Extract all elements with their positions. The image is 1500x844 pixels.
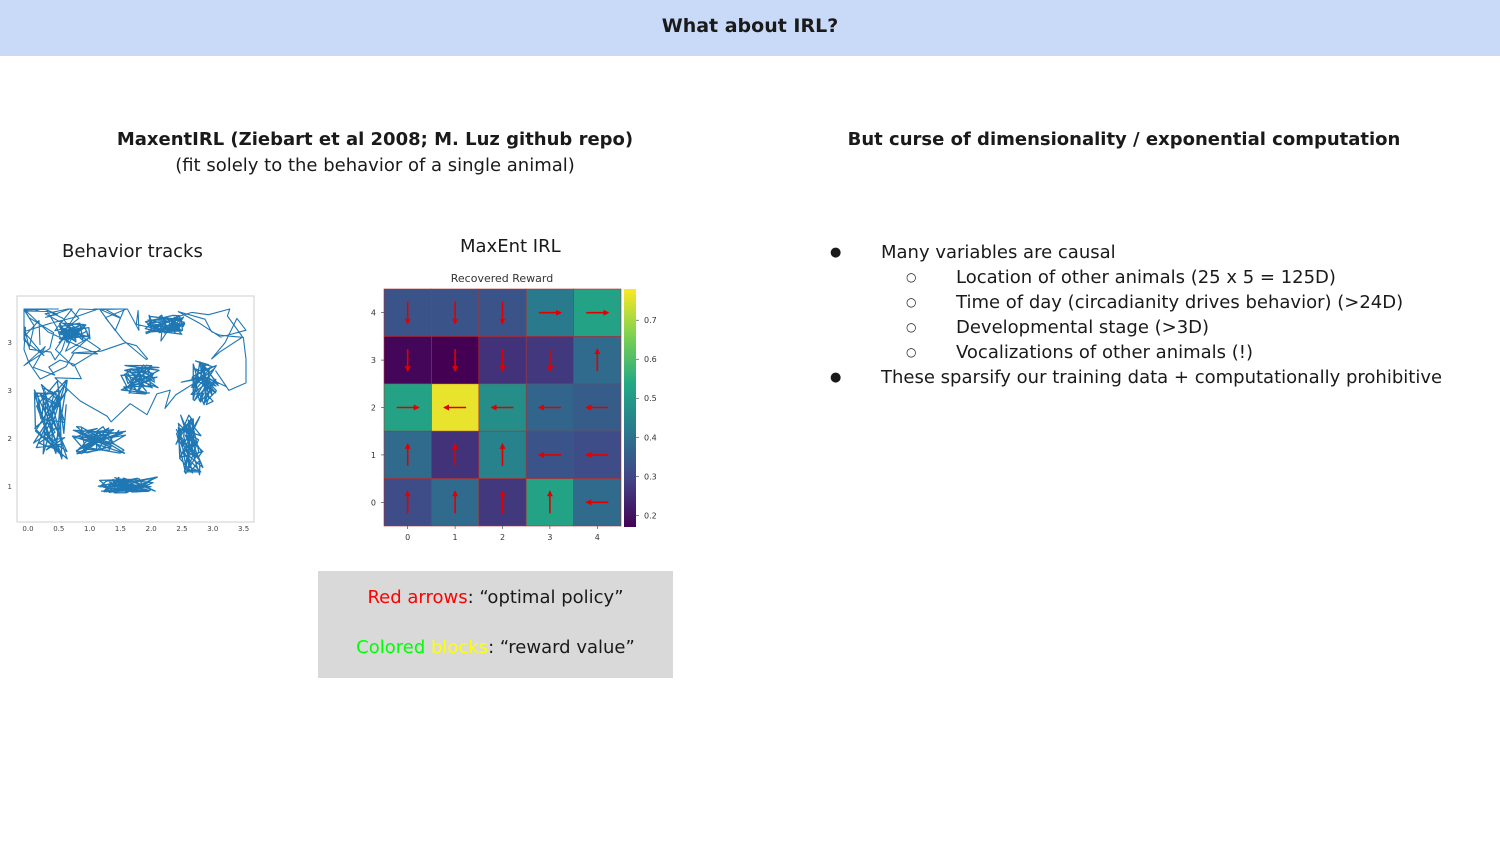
- colorbar-tick-label: 0.5: [644, 394, 657, 403]
- colorbar-tick-label: 0.6: [644, 355, 657, 364]
- track-cluster: [190, 360, 219, 406]
- legend-red-desc: : “optimal policy”: [467, 587, 624, 608]
- y-tick-label: 4: [371, 309, 376, 318]
- x-tick-label: 2.5: [176, 525, 187, 533]
- colorbar-tick-label: 0.4: [644, 433, 657, 442]
- right-title: But curse of dimensionality / exponentia…: [847, 129, 1401, 150]
- sub-bullet-item: Location of other animals (25 x 5 = 125D…: [820, 265, 1442, 290]
- y-tick-label: 1: [8, 483, 12, 491]
- y-tick-label: 3: [8, 387, 12, 395]
- y-tick-label: 3: [371, 356, 376, 365]
- bullet-list: Many variables are causal Location of ot…: [820, 240, 1442, 390]
- track-cluster: [32, 379, 69, 460]
- maxent-label: MaxEnt IRL: [460, 236, 561, 257]
- track-cluster: [97, 476, 158, 494]
- legend-green-desc: : “reward value”: [488, 637, 635, 658]
- sub-bullet-item: Vocalizations of other animals (!): [820, 340, 1442, 365]
- x-tick-label: 0.0: [22, 525, 33, 533]
- bullet-item: Many variables are causal: [820, 240, 1442, 265]
- heatmap-cell: [431, 336, 480, 385]
- legend-box: Red arrows: “optimal policy” Colored blo…: [318, 571, 673, 678]
- x-tick-label: 4: [595, 533, 600, 542]
- legend-red-label: Red arrows: [367, 587, 468, 608]
- x-tick-label: 0: [405, 533, 410, 542]
- tracks-y-ticks: 3 3 2 1: [8, 339, 12, 491]
- track-cluster: [175, 414, 204, 476]
- colorbar-tick-label: 0.3: [644, 472, 657, 481]
- x-tick-label: 0.5: [53, 525, 64, 533]
- legend-line-arrows: Red arrows: “optimal policy”: [318, 587, 673, 608]
- x-tick-label: 2.0: [146, 525, 157, 533]
- left-subtitle: (fit solely to the behavior of a single …: [175, 155, 575, 176]
- x-tick-label: 1: [453, 533, 458, 542]
- y-tick-label: 2: [371, 404, 376, 413]
- x-tick-label: 1.0: [84, 525, 95, 533]
- y-tick-label: 2: [8, 435, 12, 443]
- heatmap-cells: [383, 288, 622, 527]
- tracks-x-ticks: 0.0 0.5 1.0 1.5 2.0 2.5 3.0 3.5: [22, 525, 249, 533]
- x-tick-label: 3: [547, 533, 552, 542]
- heatmap-title: Recovered Reward: [451, 272, 553, 285]
- header-bar: What about IRL?: [0, 0, 1500, 56]
- x-tick-label: 2: [500, 533, 505, 542]
- heatmap-x-ticks: 0 1 2 3 4: [405, 526, 600, 542]
- colorbar-ticks: 0.7 0.6 0.5 0.4 0.3 0.2: [636, 316, 657, 520]
- legend-green-label: Colored: [356, 637, 426, 658]
- slide-title: What about IRL?: [661, 15, 839, 37]
- track-path: [23, 308, 247, 423]
- heatmap-arrows: [396, 301, 610, 514]
- sub-bullet-item: Time of day (circadianity drives behavio…: [820, 290, 1442, 315]
- colorbar: [624, 289, 636, 527]
- colorbar-tick-label: 0.7: [644, 316, 657, 325]
- colorbar-tick-label: 0.2: [644, 511, 657, 520]
- tracks-frame: [16, 295, 255, 523]
- tracks-label: Behavior tracks: [62, 241, 203, 262]
- tracks-paths: [23, 308, 247, 494]
- x-tick-label: 3.5: [238, 525, 249, 533]
- legend-yellow-label: blocks: [425, 637, 489, 658]
- heatmap-cell: [383, 478, 432, 527]
- y-tick-label: 1: [371, 451, 376, 460]
- y-tick-label: 0: [371, 498, 376, 507]
- x-tick-label: 3.0: [207, 525, 218, 533]
- behavior-tracks-plot: 0.0 0.5 1.0 1.5 2.0 2.5 3.0 3.5 3 3 2 1: [8, 295, 255, 533]
- bullet-item: These sparsify our training data + compu…: [820, 365, 1442, 390]
- track-cluster: [120, 364, 160, 395]
- y-tick-label: 3: [8, 339, 12, 347]
- heatmap-cell: [478, 383, 527, 432]
- sub-bullet-item: Developmental stage (>3D): [820, 315, 1442, 340]
- left-title: MaxentIRL (Ziebart et al 2008; M. Luz gi…: [116, 129, 634, 150]
- track-cluster: [71, 425, 127, 455]
- legend-line-blocks: Colored blocks: “reward value”: [318, 637, 673, 658]
- track-cluster: [144, 314, 186, 335]
- heatmap-y-ticks: 4 3 2 1 0: [371, 309, 384, 507]
- x-tick-label: 1.5: [115, 525, 126, 533]
